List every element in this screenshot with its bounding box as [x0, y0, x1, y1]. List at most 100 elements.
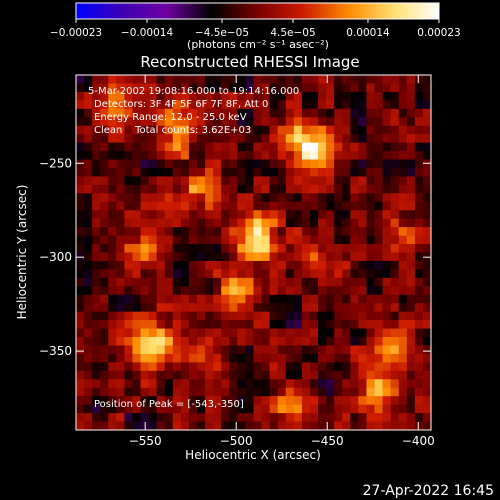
heatmap-cell	[124, 362, 134, 372]
heatmap-cell	[285, 320, 295, 330]
heatmap-cell	[390, 244, 400, 254]
y-axis-label: Heliocentric Y (arcsec)	[15, 185, 29, 320]
heatmap-cell	[92, 396, 101, 406]
heatmap-cell	[148, 218, 158, 228]
heatmap-cell	[213, 134, 222, 144]
heatmap-cell	[221, 193, 230, 203]
heatmap-cell	[318, 328, 327, 338]
heatmap-cell	[382, 142, 392, 152]
heatmap-cell	[180, 387, 190, 397]
heatmap-cell	[326, 100, 335, 110]
heatmap-cell	[309, 210, 319, 220]
heatmap-cell	[108, 387, 117, 397]
heatmap-cell	[124, 337, 134, 347]
heatmap-cell	[269, 235, 279, 245]
heatmap-cell	[293, 303, 303, 313]
heatmap-cell	[253, 303, 263, 313]
heatmap-cell	[406, 379, 416, 389]
heatmap-cell	[132, 159, 142, 169]
heatmap-cell	[414, 404, 424, 414]
heatmap-cell	[382, 294, 392, 304]
heatmap-cell	[213, 201, 222, 211]
heatmap-cell	[269, 108, 279, 118]
heatmap-cell	[84, 142, 93, 152]
heatmap-cell	[318, 117, 327, 127]
heatmap-cell	[156, 210, 166, 220]
heatmap-cell	[334, 83, 343, 93]
heatmap-cell	[374, 100, 384, 110]
heatmap-cell	[197, 396, 206, 406]
heatmap-cell	[414, 142, 424, 152]
heatmap-cell	[350, 91, 359, 101]
heatmap-cell	[414, 362, 424, 372]
heatmap-cell	[172, 227, 182, 237]
heatmap-cell	[116, 184, 126, 194]
heatmap-cell	[213, 379, 222, 389]
heatmap-cell	[342, 108, 351, 118]
heatmap-cell	[188, 260, 198, 271]
colorbar-unit-label: (photons cm⁻² s⁻¹ asec⁻²)	[187, 38, 329, 51]
heatmap-cell	[76, 337, 85, 347]
heatmap-cell	[213, 294, 222, 304]
heatmap-cell	[124, 91, 134, 101]
heatmap-cell	[180, 294, 190, 304]
heatmap-cell	[374, 337, 384, 347]
heatmap-cell	[374, 151, 384, 161]
heatmap-cell	[293, 277, 303, 287]
heatmap-cell	[358, 201, 368, 211]
heatmap-cell	[237, 218, 247, 228]
heatmap-cell	[132, 100, 142, 110]
heatmap-cell	[342, 125, 351, 135]
heatmap-cell	[197, 379, 206, 389]
heatmap-cell	[350, 108, 359, 118]
heatmap-cell	[374, 387, 384, 397]
heatmap-cell	[326, 328, 335, 338]
heatmap-cell	[92, 159, 101, 169]
heatmap-cell	[132, 134, 142, 144]
y-tick-label: −300	[39, 250, 72, 264]
heatmap-cell	[229, 370, 238, 380]
heatmap-cell	[156, 201, 166, 211]
heatmap-cell	[326, 260, 335, 271]
heatmap-cell	[76, 151, 85, 161]
heatmap-cell	[334, 294, 343, 304]
heatmap-cell	[261, 396, 271, 406]
heatmap-cell	[124, 387, 134, 397]
heatmap-cell	[156, 159, 166, 169]
heatmap-cell	[350, 353, 359, 363]
heatmap-cell	[229, 117, 238, 127]
heatmap-cell	[309, 337, 319, 347]
heatmap-cell	[92, 201, 101, 211]
heatmap-cell	[221, 370, 230, 380]
heatmap-cell	[285, 413, 295, 423]
heatmap-cell	[414, 235, 424, 245]
heatmap-cell	[374, 167, 384, 178]
heatmap-cell	[277, 370, 287, 380]
heatmap-cell	[277, 151, 287, 161]
heatmap-cell	[301, 75, 311, 85]
heatmap-cell	[245, 337, 255, 347]
heatmap-cell	[390, 218, 400, 228]
heatmap-cell	[422, 328, 431, 338]
heatmap-cell	[390, 353, 400, 363]
heatmap-cell	[261, 421, 271, 430]
heatmap-cell	[398, 404, 408, 414]
heatmap-cell	[76, 269, 85, 279]
heatmap-cell	[237, 260, 247, 271]
heatmap-cell	[253, 151, 263, 161]
heatmap-cell	[342, 83, 351, 93]
heatmap-cell	[414, 83, 424, 93]
heatmap-cell	[253, 142, 263, 152]
heatmap-cell	[261, 303, 271, 313]
heatmap-cell	[245, 328, 255, 338]
heatmap-cell	[293, 286, 303, 296]
heatmap-cell	[374, 227, 384, 237]
heatmap-cell	[213, 413, 222, 423]
heatmap-cell	[414, 345, 424, 355]
heatmap-cell	[318, 125, 327, 135]
heatmap-cell	[326, 337, 335, 347]
annotation-detectors: Detectors: 3F 4F 5F 6F 7F 8F, Att 0	[94, 99, 268, 110]
heatmap-cell	[140, 100, 150, 110]
heatmap-cell	[318, 235, 327, 245]
heatmap-cell	[108, 362, 117, 372]
